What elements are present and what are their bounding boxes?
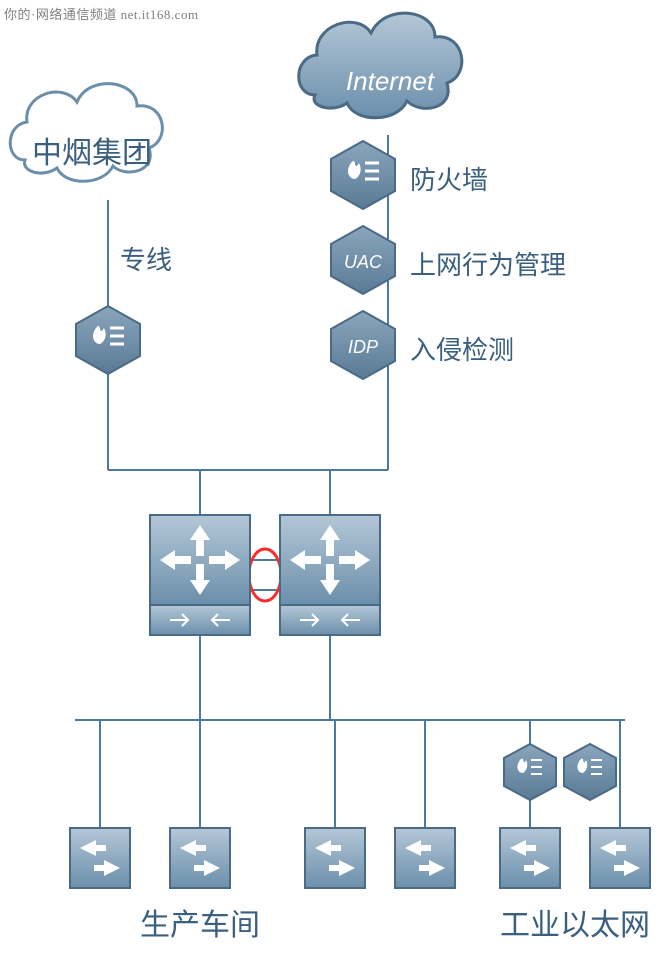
hex-firewall-ind-1 <box>504 744 556 800</box>
cloud-internet: Internet <box>299 13 462 118</box>
access-switches <box>70 828 650 888</box>
access-switch-1 <box>70 828 130 888</box>
label-workshop: 生产车间 <box>140 900 260 944</box>
access-switch-5 <box>500 828 560 888</box>
label-dedicated-line: 专线 <box>120 240 172 277</box>
access-switch-3 <box>305 828 365 888</box>
hex-uac-badge: UAC <box>344 252 383 272</box>
watermark-text: 你的·网络通信频道 net.it168.com <box>4 4 199 23</box>
cloud-internet-label: Internet <box>346 66 436 96</box>
access-switch-6 <box>590 828 650 888</box>
hex-firewall-ind-2 <box>564 744 616 800</box>
label-idp: 入侵检测 <box>410 330 514 367</box>
label-firewall: 防火墙 <box>410 160 488 197</box>
hex-idp-badge: IDP <box>348 337 378 357</box>
core-switch-left <box>150 515 250 635</box>
redundancy-ring <box>249 549 281 601</box>
access-switch-2 <box>170 828 230 888</box>
hex-uac: UAC <box>331 226 395 294</box>
access-switch-4 <box>395 828 455 888</box>
label-uac: 上网行为管理 <box>410 245 566 282</box>
hex-idp: IDP <box>331 311 395 379</box>
cloud-zhongyan-label: 中烟集团 <box>32 128 152 172</box>
label-industrial-eth: 工业以太网 <box>500 900 650 944</box>
hex-firewall-left <box>76 306 140 374</box>
hex-firewall-right <box>331 141 395 209</box>
core-switch-right <box>280 515 380 635</box>
